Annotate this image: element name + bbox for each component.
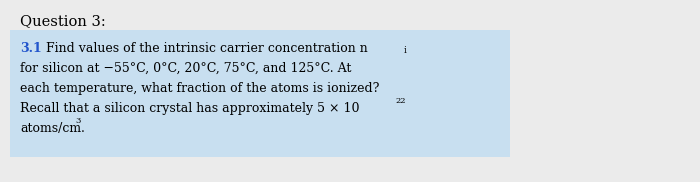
Text: 22: 22 bbox=[395, 97, 405, 105]
Text: for silicon at −55°C, 0°C, 20°C, 75°C, and 125°C. At: for silicon at −55°C, 0°C, 20°C, 75°C, a… bbox=[20, 62, 351, 75]
Text: i: i bbox=[404, 46, 407, 55]
Text: atoms/cm: atoms/cm bbox=[20, 122, 81, 135]
Text: Question 3:: Question 3: bbox=[20, 14, 106, 28]
Text: 3: 3 bbox=[75, 117, 80, 125]
Text: .: . bbox=[81, 122, 85, 135]
Text: each temperature, what fraction of the atoms is ionized?: each temperature, what fraction of the a… bbox=[20, 82, 379, 95]
Text: Find values of the intrinsic carrier concentration n: Find values of the intrinsic carrier con… bbox=[42, 42, 368, 55]
FancyBboxPatch shape bbox=[10, 30, 510, 157]
Text: Recall that a silicon crystal has approximately 5 × 10: Recall that a silicon crystal has approx… bbox=[20, 102, 360, 115]
Text: 3.1: 3.1 bbox=[20, 42, 42, 55]
